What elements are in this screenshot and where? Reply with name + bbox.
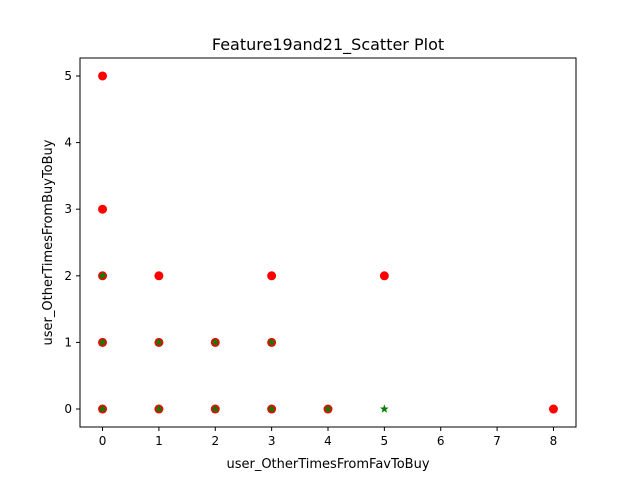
scatter-point-star [98,404,107,413]
scatter-point-circle [379,271,389,281]
scatter-point-circle [98,204,108,214]
scatter-point-star [267,337,277,347]
x-tick-label: 1 [155,434,163,448]
x-tick-label: 3 [268,434,276,448]
scatter-point-star [267,404,277,413]
scatter-point-star [98,337,107,347]
x-tick-label: 6 [437,434,445,448]
x-tick-label: 7 [493,434,501,448]
x-tick-label: 5 [381,434,389,448]
scatter-point-star [210,337,220,347]
scatter-point-star [98,271,107,280]
scatter-point-circle [267,271,277,281]
y-axis-label: user_OtherTimesFromBuyToBuy [41,139,56,345]
y-tick-label: 3 [64,202,72,216]
y-tick-label: 2 [64,269,72,283]
x-axis-label: user_OtherTimesFromFavToBuy [226,457,429,472]
scatter-point-star [379,404,389,413]
series-1-star [98,271,389,413]
x-tick-label: 8 [550,434,558,448]
scatter-point-circle [98,71,108,81]
scatter-point-star [210,404,220,413]
y-tick-label: 5 [64,69,72,83]
x-tick-label: 2 [211,434,219,448]
y-tick-label: 4 [64,136,72,150]
x-tick-label: 4 [324,434,332,448]
y-axis-ticks: 0 1 2 3 4 5 [64,69,80,416]
scatter-point-circle [154,271,164,281]
marks-layer [98,71,558,414]
y-tick-label: 1 [64,335,72,349]
scatter-point-star [323,404,333,413]
x-axis-ticks: 0 1 2 3 4 5 6 7 8 [99,427,558,448]
y-tick-label: 0 [64,402,72,416]
x-tick-label: 0 [99,434,107,448]
scatter-point-star [154,404,164,413]
chart-title: Feature19and21_Scatter Plot [212,35,444,55]
scatter-point-star [154,337,164,347]
scatter-point-circle [548,404,558,414]
